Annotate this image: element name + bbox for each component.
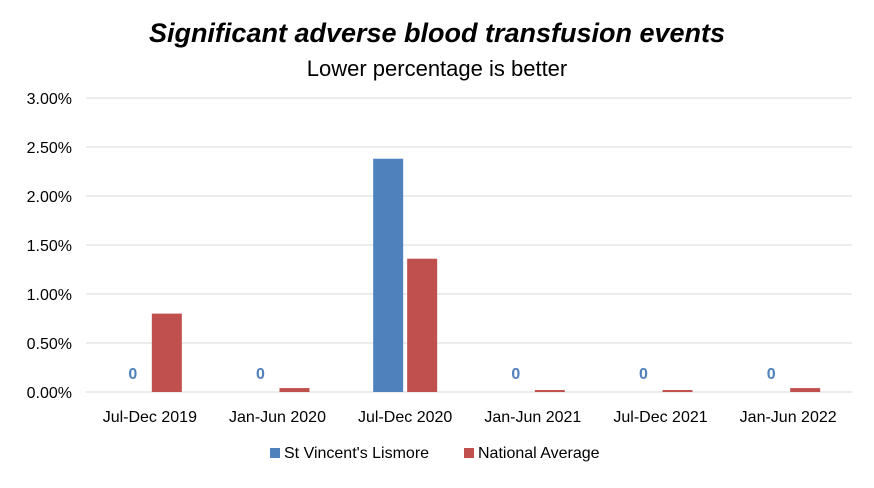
y-axis-ticks: 0.00% 0.50% 1.00% 1.50% 2.00% 2.50% 3.00% — [27, 91, 72, 402]
y-tick-label: 0.50% — [27, 336, 72, 353]
y-tick-label: 3.00% — [27, 91, 72, 108]
legend-swatch — [270, 448, 280, 458]
y-tick-label: 2.50% — [27, 140, 72, 157]
bar-series-2 — [534, 390, 565, 392]
data-labels: 0 0 0 0 0 — [128, 366, 775, 383]
x-tick-label: Jul-Dec 2021 — [613, 409, 707, 426]
chart-title: Significant adverse blood transfusion ev… — [148, 18, 726, 48]
legend: St Vincent's Lismore National Average — [270, 445, 600, 462]
y-tick-label: 1.50% — [27, 238, 72, 255]
legend-label: St Vincent's Lismore — [284, 445, 429, 462]
data-label: 0 — [128, 366, 137, 383]
y-tick-label: 1.00% — [27, 287, 72, 304]
chart-subtitle: Lower percentage is better — [306, 56, 568, 81]
bar-series-2 — [407, 258, 438, 392]
bars — [151, 158, 821, 392]
x-axis-ticks: Jul-Dec 2019 Jan-Jun 2020 Jul-Dec 2020 Jan-… — [103, 409, 837, 426]
y-tick-label: 0.00% — [27, 385, 72, 402]
x-tick-label: Jan-Jun 2021 — [484, 409, 581, 426]
x-tick-label: Jul-Dec 2020 — [358, 409, 452, 426]
y-tick-label: 2.00% — [27, 189, 72, 206]
x-tick-label: Jan-Jun 2020 — [229, 409, 326, 426]
data-label: 0 — [511, 366, 520, 383]
legend-label: National Average — [478, 445, 600, 462]
data-label: 0 — [639, 366, 648, 383]
gridlines — [86, 97, 852, 393]
bar-series-2 — [790, 388, 821, 392]
bar-series-2 — [151, 313, 182, 392]
bar-series-2 — [279, 388, 310, 392]
bar-series-2 — [662, 390, 693, 392]
x-tick-label: Jan-Jun 2022 — [740, 409, 837, 426]
bar-series-1 — [373, 158, 404, 392]
legend-swatch — [464, 448, 474, 458]
x-tick-label: Jul-Dec 2019 — [103, 409, 197, 426]
data-label: 0 — [256, 366, 265, 383]
data-label: 0 — [767, 366, 776, 383]
